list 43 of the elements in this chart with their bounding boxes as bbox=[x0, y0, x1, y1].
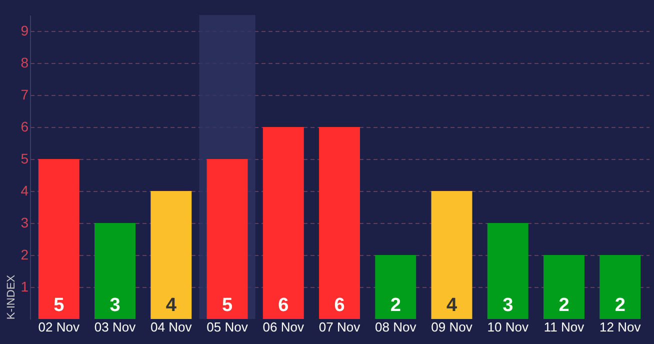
data-label: 6 bbox=[278, 295, 289, 316]
data-label: 2 bbox=[614, 295, 626, 316]
y-tick-label: 8 bbox=[20, 54, 29, 70]
y-tick-label: 4 bbox=[20, 182, 29, 198]
data-label: 3 bbox=[110, 295, 120, 316]
x-tick-label: 10 Nov bbox=[487, 320, 529, 334]
bar bbox=[150, 191, 192, 319]
y-tick-label: 3 bbox=[20, 214, 29, 230]
y-tick-label: 1 bbox=[20, 278, 29, 294]
x-tick-label: 03 Nov bbox=[94, 320, 136, 334]
x-tick-label: 06 Nov bbox=[262, 320, 304, 334]
bar bbox=[600, 255, 641, 319]
data-label: 3 bbox=[502, 295, 514, 316]
x-tick-label: 08 Nov bbox=[375, 320, 417, 334]
data-label: 6 bbox=[334, 295, 345, 316]
y-tick-label: 5 bbox=[20, 150, 29, 166]
x-tick-label: 07 Nov bbox=[318, 320, 361, 334]
y-axis-title: K-INDEX bbox=[6, 274, 18, 320]
x-tick-label: 09 Nov bbox=[431, 320, 473, 334]
bar bbox=[94, 223, 136, 319]
x-tick-label: 02 Nov bbox=[38, 320, 80, 334]
x-tick-label: 05 Nov bbox=[206, 320, 248, 334]
bar bbox=[431, 191, 472, 319]
y-tick-label: 6 bbox=[20, 118, 29, 134]
x-tick-label: 12 Nov bbox=[599, 320, 642, 334]
bar bbox=[487, 223, 528, 319]
bar bbox=[262, 127, 304, 319]
data-label: 5 bbox=[54, 295, 65, 316]
data-label: 2 bbox=[558, 295, 570, 316]
bar bbox=[38, 159, 80, 319]
y-tick-label: 9 bbox=[20, 22, 29, 38]
bar bbox=[206, 159, 248, 319]
data-label: 4 bbox=[166, 295, 177, 316]
bar bbox=[319, 127, 360, 319]
data-label: 2 bbox=[390, 295, 401, 316]
data-label: 5 bbox=[222, 295, 233, 316]
data-label: 4 bbox=[446, 295, 458, 316]
bar bbox=[375, 255, 416, 319]
x-tick-label: 04 Nov bbox=[150, 320, 192, 334]
y-tick-label: 2 bbox=[20, 246, 29, 262]
x-tick-label: 11 Nov bbox=[544, 320, 585, 334]
y-tick-label: 7 bbox=[20, 86, 29, 102]
bar bbox=[543, 255, 584, 319]
